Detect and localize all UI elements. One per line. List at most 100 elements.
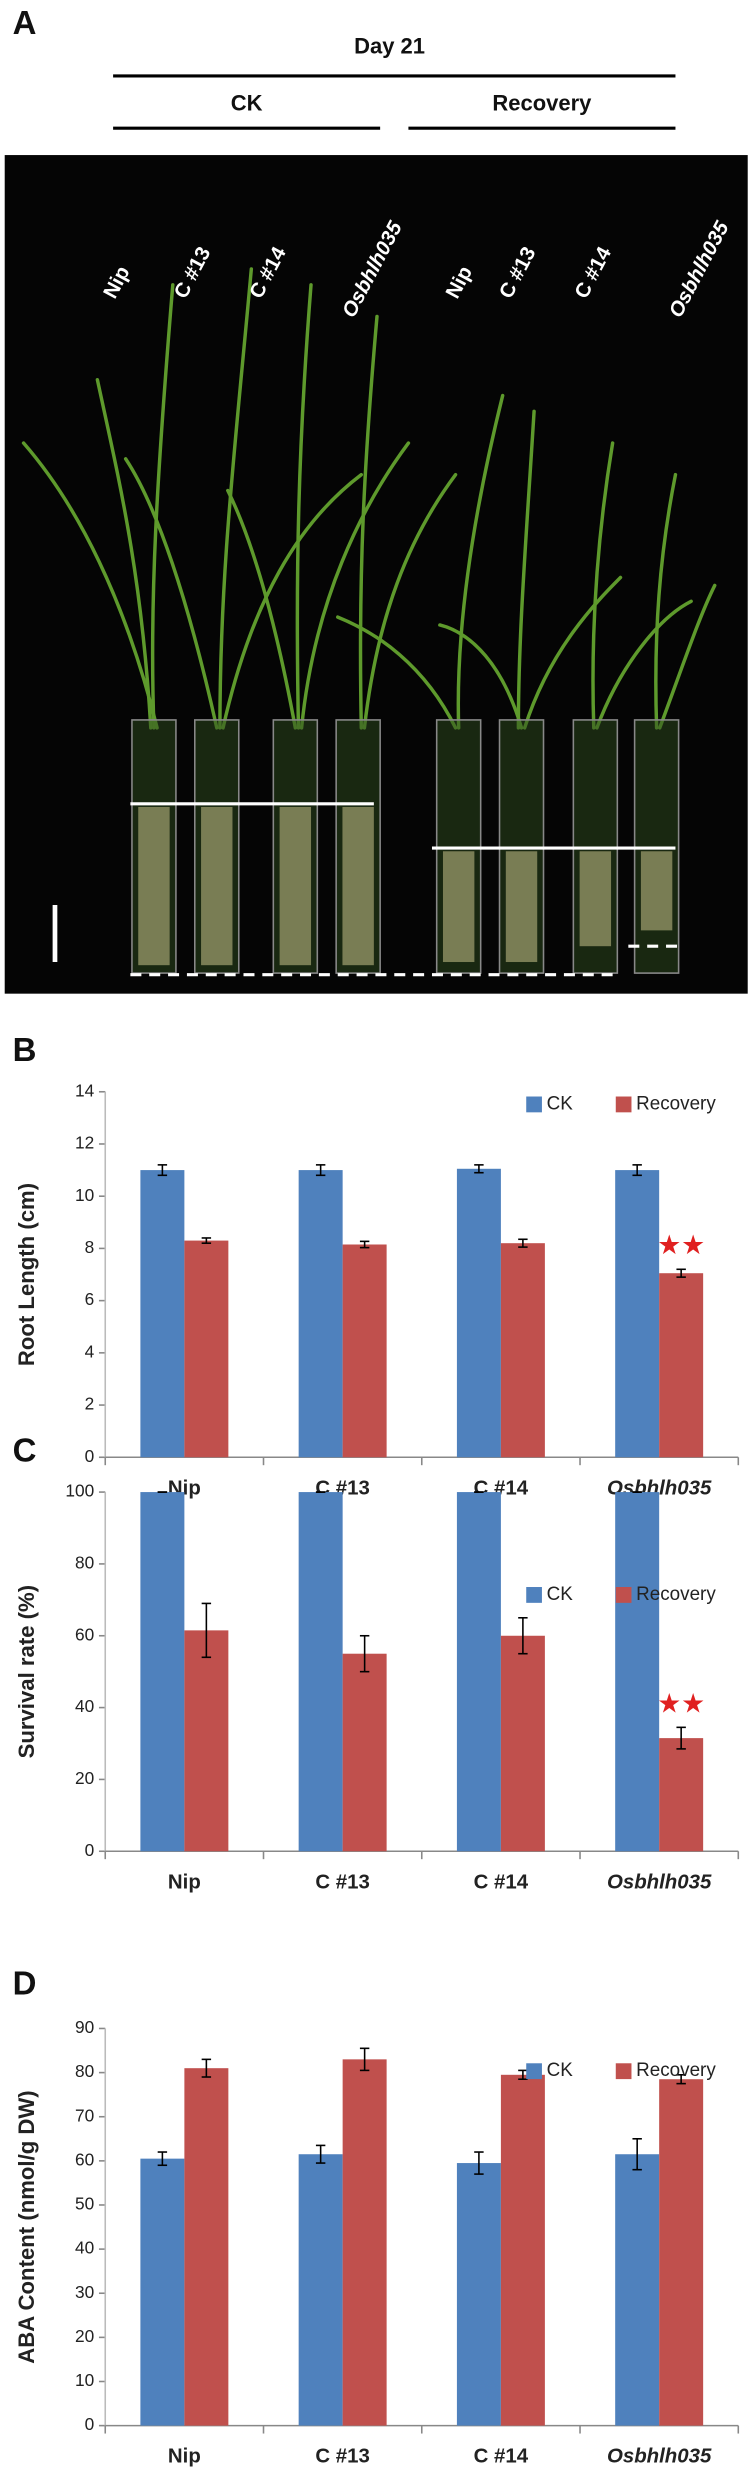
error-bar xyxy=(676,1726,686,1750)
y-axis-label: Survival rate (%) xyxy=(14,1585,39,1759)
error-bar xyxy=(201,1237,212,1244)
x-tick-label: Nip xyxy=(168,2445,201,2468)
group-label: CK xyxy=(231,90,263,115)
panel-letter: C xyxy=(13,1432,37,1469)
legend-swatch xyxy=(526,1587,542,1603)
y-tick-label: 80 xyxy=(75,2061,94,2081)
y-tick-label: 40 xyxy=(75,1696,94,1716)
x-tick-label: C #13 xyxy=(315,2445,369,2468)
bar xyxy=(140,2158,185,2426)
y-tick-label: 30 xyxy=(75,2282,94,2302)
legend-swatch xyxy=(615,1096,632,1113)
y-tick-label: 0 xyxy=(85,2414,95,2434)
x-tick-label: Nip xyxy=(168,1870,201,1893)
y-tick-label: 0 xyxy=(85,1446,95,1466)
y-tick-label: 60 xyxy=(75,1624,94,1644)
bar xyxy=(659,2079,704,2426)
y-tick-label: 50 xyxy=(75,2194,94,2214)
y-tick-label: 8 xyxy=(85,1237,95,1257)
error-bar xyxy=(518,1238,528,1248)
bar xyxy=(140,1170,185,1458)
bar xyxy=(298,2154,343,2426)
error-bar xyxy=(474,2151,484,2175)
panel-title: Day 21 xyxy=(354,33,425,58)
error-bar xyxy=(157,1164,168,1177)
y-tick-label: 4 xyxy=(85,1341,95,1361)
bar xyxy=(342,1653,387,1852)
legend-label: CK xyxy=(547,1093,574,1114)
bar xyxy=(456,1168,501,1458)
y-tick-label: 100 xyxy=(65,1481,94,1501)
error-bar xyxy=(201,1602,212,1659)
error-bar xyxy=(315,1164,326,1177)
legend-label: Recovery xyxy=(636,1093,716,1114)
y-tick-label: 70 xyxy=(75,2105,94,2125)
y-tick-label: 20 xyxy=(75,1768,94,1788)
bar xyxy=(456,1492,501,1852)
error-bar xyxy=(315,2144,326,2164)
x-tick-label: Osbhlh035 xyxy=(607,2445,712,2468)
error-bar xyxy=(359,1634,370,1673)
x-tick-label: C #14 xyxy=(474,1870,529,1893)
bar xyxy=(342,2059,387,2426)
y-tick-label: 90 xyxy=(75,2017,94,2037)
error-bar xyxy=(201,2058,212,2078)
error-bar xyxy=(518,2069,528,2081)
legend-swatch xyxy=(526,1096,542,1113)
y-axis-label: ABA Content (nmol/g DW) xyxy=(14,2090,39,2363)
error-bar xyxy=(157,2151,168,2167)
legend-label: CK xyxy=(547,2060,574,2081)
bar xyxy=(456,2163,501,2426)
x-tick-label: C #13 xyxy=(315,1870,369,1893)
bar xyxy=(140,1492,185,1852)
y-tick-label: 10 xyxy=(75,2370,94,2390)
bar xyxy=(184,2068,229,2426)
bar xyxy=(615,1492,660,1852)
bar xyxy=(659,1273,704,1458)
bar xyxy=(184,1630,229,1852)
group-label: Recovery xyxy=(492,90,592,115)
bar xyxy=(298,1492,343,1852)
error-bar xyxy=(632,2137,642,2171)
y-tick-label: 20 xyxy=(75,2326,94,2346)
error-bar xyxy=(676,1268,686,1278)
panel-letter: B xyxy=(13,1032,37,1069)
legend-label: CK xyxy=(547,1584,574,1605)
y-tick-label: 60 xyxy=(75,2149,94,2169)
y-tick-label: 80 xyxy=(75,1552,94,1572)
y-tick-label: 10 xyxy=(75,1185,94,1205)
bar xyxy=(500,1243,545,1458)
legend-swatch xyxy=(615,2063,632,2080)
bar xyxy=(500,2074,545,2426)
legend-label: Recovery xyxy=(636,2060,716,2081)
significance-mark: ★★ xyxy=(657,1230,705,1260)
error-bar xyxy=(359,1240,370,1249)
y-tick-label: 6 xyxy=(85,1289,95,1309)
panel-letter: D xyxy=(13,1965,37,2002)
error-bar xyxy=(676,2074,686,2085)
error-bar xyxy=(474,1164,484,1174)
y-tick-label: 40 xyxy=(75,2238,94,2258)
panel-letter: A xyxy=(13,5,37,42)
bar xyxy=(615,1170,660,1458)
error-bar xyxy=(632,1164,642,1177)
photo xyxy=(4,155,748,994)
x-tick-label: C #14 xyxy=(474,2445,529,2468)
legend-label: Recovery xyxy=(636,1584,716,1605)
error-bar xyxy=(518,1617,528,1655)
bar xyxy=(659,1738,704,1852)
bar xyxy=(342,1244,387,1458)
y-tick-label: 0 xyxy=(85,1840,95,1860)
legend-swatch xyxy=(615,1587,632,1603)
y-tick-label: 2 xyxy=(85,1394,95,1414)
error-bar xyxy=(359,2047,370,2072)
y-axis-label: Root Length (cm) xyxy=(14,1183,39,1366)
y-tick-label: 12 xyxy=(75,1133,94,1153)
y-tick-label: 14 xyxy=(75,1080,95,1100)
bar xyxy=(184,1240,229,1458)
bar xyxy=(500,1635,545,1852)
significance-mark: ★★ xyxy=(657,1688,705,1718)
x-tick-label: Osbhlh035 xyxy=(607,1870,712,1893)
